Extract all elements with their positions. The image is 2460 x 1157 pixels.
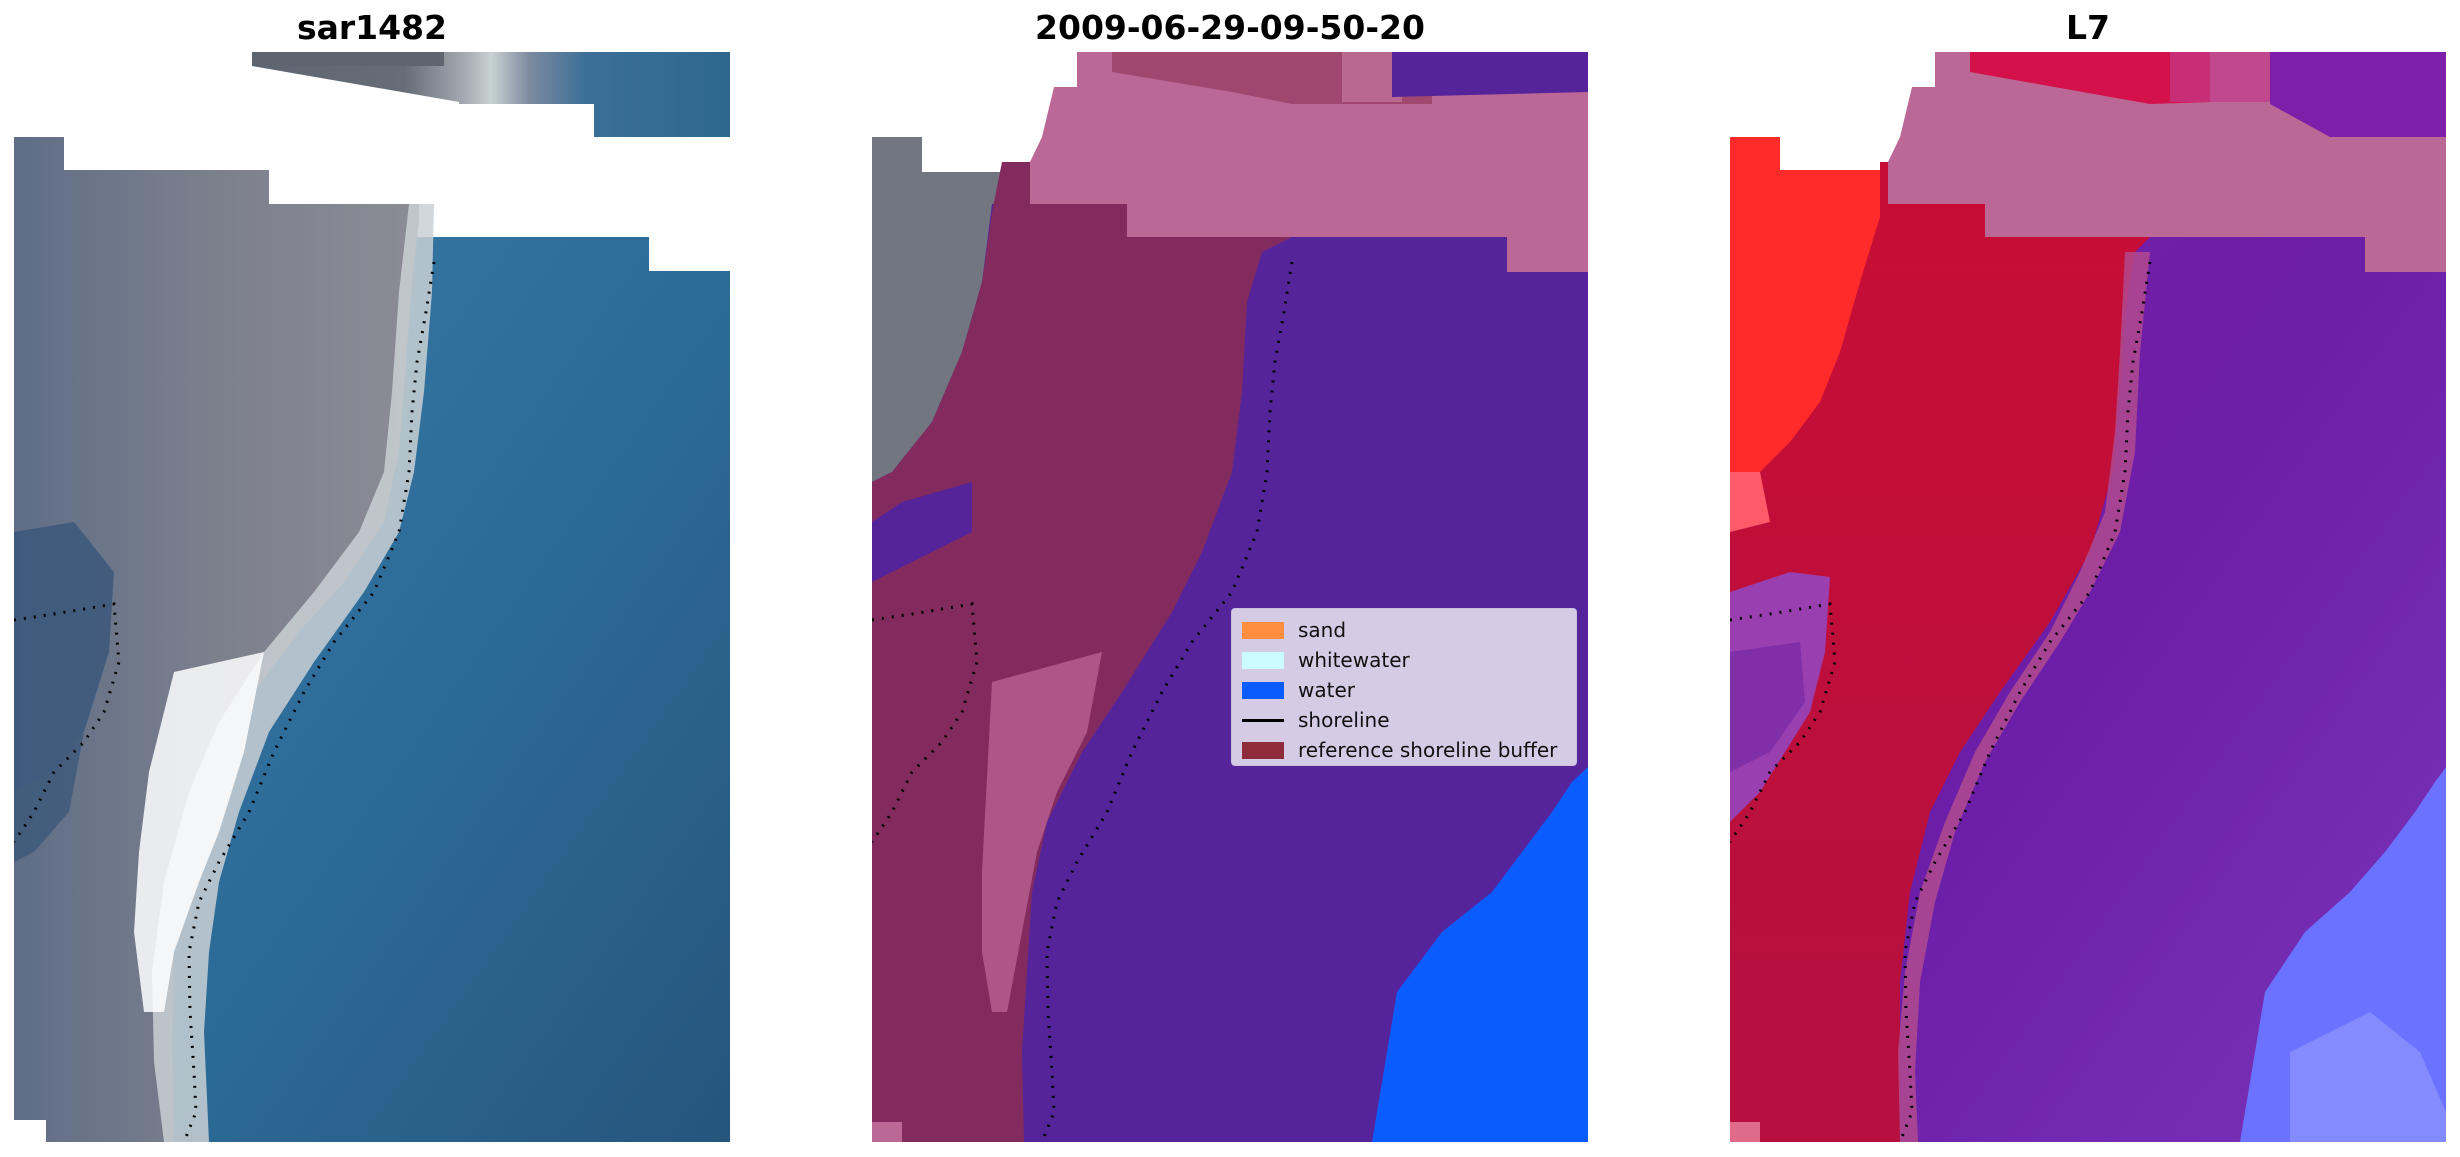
legend: sand whitewater water shoreline referenc… bbox=[1231, 608, 1577, 766]
legend-label: sand bbox=[1298, 618, 1347, 642]
panel-sar1482: sar1482 bbox=[14, 0, 730, 1157]
panel-title: sar1482 bbox=[296, 8, 448, 47]
index-image bbox=[1730, 52, 2446, 1142]
legend-label: whitewater bbox=[1298, 648, 1410, 672]
panel-title: 2009-06-29-09-50-20 bbox=[1035, 8, 1425, 47]
whitewater-swatch bbox=[1242, 651, 1284, 669]
legend-label: reference shoreline buffer bbox=[1298, 738, 1558, 762]
legend-item-sand: sand bbox=[1242, 615, 1566, 645]
sand-swatch bbox=[1242, 621, 1284, 639]
panel-classification: 2009-06-29-09-50-20 bbox=[872, 0, 1588, 1157]
legend-item-shoreline: shoreline bbox=[1242, 705, 1566, 735]
water-swatch bbox=[1242, 681, 1284, 699]
rgb-image bbox=[14, 52, 730, 1142]
panel-l7: L7 bbox=[1730, 0, 2446, 1157]
classified-image bbox=[872, 52, 1588, 1142]
legend-label: shoreline bbox=[1298, 708, 1390, 732]
shoreline-line-icon bbox=[1242, 718, 1284, 722]
buffer-swatch bbox=[1242, 741, 1284, 759]
legend-label: water bbox=[1298, 678, 1355, 702]
legend-item-water: water bbox=[1242, 675, 1566, 705]
legend-item-reference-shoreline-buffer: reference shoreline buffer bbox=[1242, 735, 1566, 765]
legend-item-whitewater: whitewater bbox=[1242, 645, 1566, 675]
panel-title: L7 bbox=[2066, 8, 2110, 47]
